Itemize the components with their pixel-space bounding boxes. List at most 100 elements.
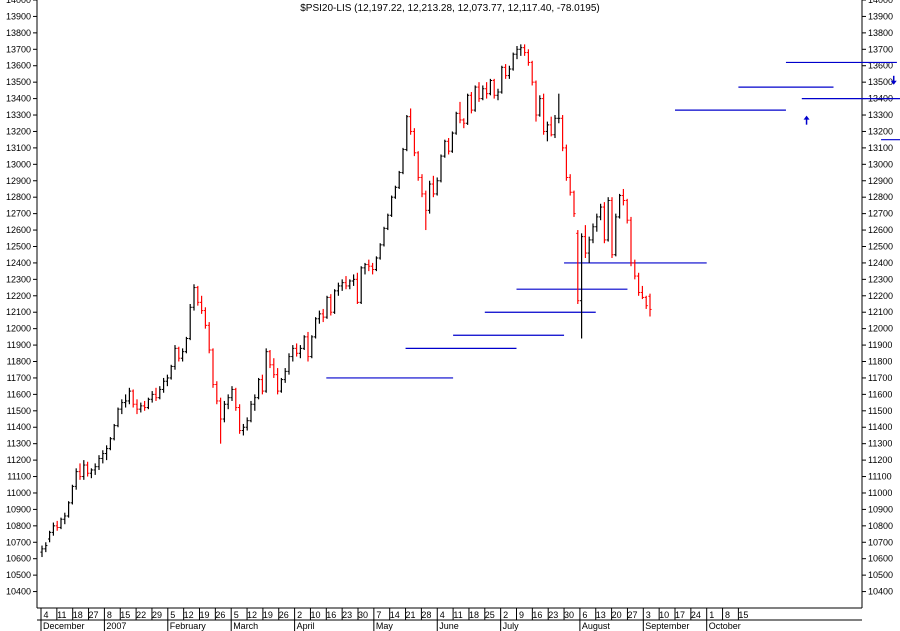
price-bar	[359, 266, 363, 304]
y-tick-label-right: 13200	[868, 126, 893, 136]
price-bar	[329, 294, 333, 316]
price-bar	[633, 259, 637, 280]
price-bar	[614, 213, 618, 257]
price-bar	[260, 374, 264, 395]
x-tick-label: 1	[709, 610, 714, 620]
x-tick-label: 7	[376, 610, 381, 620]
y-tick-label-left: 11800	[7, 357, 31, 367]
price-bar	[454, 111, 458, 135]
x-tick-label: 4	[43, 610, 48, 620]
price-bar	[583, 225, 587, 258]
y-tick-label-left: 12500	[6, 241, 31, 251]
price-bar	[207, 322, 211, 354]
price-bar	[621, 188, 625, 206]
price-bar	[226, 394, 230, 410]
y-tick-label-left: 10900	[6, 504, 31, 514]
y-tick-label-right: 12000	[868, 324, 893, 334]
y-tick-label-right: 12500	[868, 241, 893, 251]
x-tick-label: 11	[57, 610, 66, 620]
x-tick-label: 18	[469, 610, 479, 620]
price-bar	[500, 65, 504, 94]
price-bar	[89, 468, 93, 479]
price-bar	[477, 82, 481, 102]
x-tick-label: 20	[612, 610, 622, 620]
price-bar	[310, 335, 314, 359]
month-label: March	[233, 621, 258, 631]
price-bar	[336, 282, 340, 296]
y-tick-label-left: 13400	[6, 94, 31, 104]
price-bar	[222, 400, 226, 423]
price-bar	[378, 243, 382, 260]
price-bar	[447, 138, 451, 155]
price-bar	[203, 307, 207, 329]
price-bar	[127, 387, 131, 405]
y-tick-label-left: 11500	[7, 406, 31, 416]
y-tick-label-right: 11900	[868, 340, 892, 350]
x-tick-label: 25	[485, 610, 495, 620]
price-bar	[238, 404, 242, 434]
price-bar	[276, 368, 280, 395]
month-label: October	[709, 621, 741, 631]
price-bar	[272, 358, 276, 378]
x-tick-label: 2	[297, 610, 302, 620]
price-bar	[86, 461, 90, 477]
price-bar	[591, 223, 595, 244]
y-tick-label-right: 12400	[868, 258, 893, 268]
price-bar	[344, 276, 348, 290]
price-bar	[264, 348, 268, 393]
price-bar	[568, 174, 572, 196]
price-bar	[124, 394, 128, 408]
price-bar	[67, 501, 71, 518]
x-tick-label: 12	[247, 610, 257, 620]
y-tick-label-right: 10600	[868, 554, 893, 564]
price-bar	[428, 180, 432, 214]
price-bar	[249, 400, 253, 423]
arrow-layer	[803, 75, 897, 125]
x-tick-label: 3	[646, 610, 651, 620]
price-bar	[485, 82, 489, 99]
time-axis: 4 11 18 27 8 15 22 29 5 12 19 26 5 12 19 26 2 10 16 23 30 7 14…	[37, 607, 862, 631]
price-bar	[82, 460, 86, 480]
y-tick-label-right: 11200	[868, 455, 892, 465]
price-bar	[74, 468, 78, 490]
price-bar	[538, 95, 542, 117]
y-tick-label-right: 10700	[868, 537, 893, 547]
price-bar	[435, 177, 439, 196]
price-bar	[382, 226, 386, 247]
x-tick-label: 9	[519, 610, 524, 620]
y-tick-label-left: 13500	[6, 77, 31, 87]
price-bar	[431, 175, 435, 198]
x-tick-label: 16	[326, 610, 336, 620]
price-bar	[295, 343, 299, 357]
y-tick-label-left: 12100	[6, 307, 31, 317]
price-bar	[397, 170, 401, 189]
price-bar	[268, 350, 272, 369]
price-bar	[348, 279, 352, 290]
price-bar	[367, 259, 371, 272]
price-bar	[492, 78, 496, 99]
x-tick-label: 10	[310, 610, 320, 620]
price-bar	[173, 345, 177, 370]
price-bar	[181, 348, 185, 362]
price-bar	[200, 295, 204, 314]
price-bar	[412, 128, 416, 157]
price-bar	[526, 49, 530, 66]
x-tick-label: 22	[136, 610, 146, 620]
x-tick-label: 23	[342, 610, 352, 620]
x-tick-label: 11	[453, 610, 462, 620]
price-bar	[363, 262, 367, 275]
price-bar	[169, 364, 173, 380]
y-tick-label-left: 13800	[6, 28, 31, 38]
price-bar	[534, 80, 538, 122]
y-tick-label-right: 12900	[868, 176, 893, 186]
price-bar	[355, 272, 359, 304]
price-bar	[211, 348, 215, 388]
month-label: May	[376, 621, 394, 631]
y-tick-label-right: 10500	[868, 570, 893, 580]
price-bar	[580, 233, 584, 339]
y-tick-label-right: 11300	[868, 439, 892, 449]
price-bar	[105, 445, 109, 461]
price-bar	[557, 93, 561, 124]
price-bar	[93, 463, 97, 475]
x-tick-label: 29	[152, 610, 162, 620]
